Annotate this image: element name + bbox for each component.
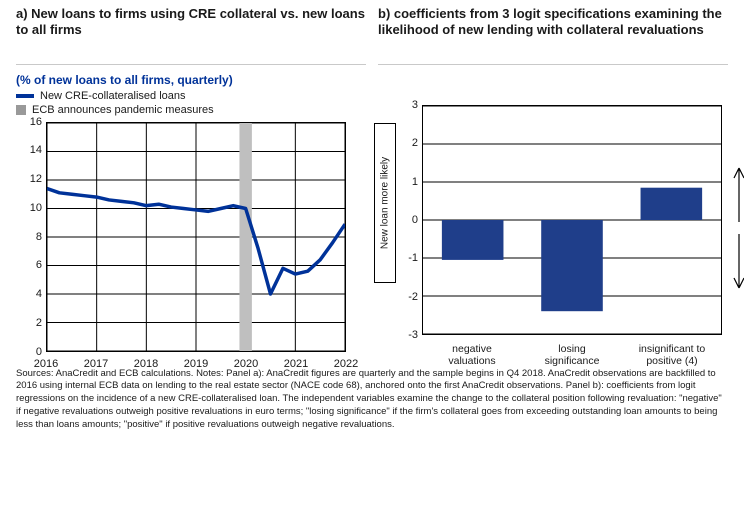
square-swatch-icon — [16, 105, 26, 115]
panels-row: a) New loans to firms using CRE collater… — [10, 6, 734, 362]
panel-a: a) New loans to firms using CRE collater… — [10, 6, 372, 362]
panel-b-chart: New loan more likely -3-2-10123negativev… — [422, 105, 722, 335]
spacer — [378, 73, 728, 89]
panel-b-chart-area: New loan more likely -3-2-10123negativev… — [378, 105, 728, 345]
panel-a-subtitle: (% of new loans to all firms, quarterly) — [16, 73, 366, 87]
panel-b-arrows — [730, 113, 744, 343]
arrow-icon — [730, 113, 744, 343]
panel-b-rotated-label: New loan more likely — [380, 157, 391, 249]
legend-item-line: New CRE-collateralised loans — [16, 89, 366, 103]
panel-a-plot — [46, 122, 346, 352]
sources-note: Sources: AnaCredit and ECB calculations.… — [10, 362, 734, 432]
legend-label-1: ECB announces pandemic measures — [32, 103, 214, 117]
legend-label-0: New CRE-collateralised loans — [40, 89, 186, 103]
figure-root: a) New loans to firms using CRE collater… — [0, 0, 744, 531]
panel-b: b) coefficients from 3 logit specificati… — [372, 6, 734, 362]
panel-a-title: a) New loans to firms using CRE collater… — [16, 6, 366, 65]
panel-b-title: b) coefficients from 3 logit specificati… — [378, 6, 728, 65]
legend-item-marker: ECB announces pandemic measures — [16, 103, 366, 117]
panel-a-legend: New CRE-collateralised loans ECB announc… — [16, 89, 366, 118]
panel-a-chart: 0246810121416201620172018201920202021202… — [46, 122, 346, 352]
line-swatch-icon — [16, 94, 34, 98]
panel-a-chart-area: 0246810121416201620172018201920202021202… — [16, 122, 366, 362]
panel-b-rotated-label-box: New loan more likely — [374, 123, 396, 283]
panel-b-plot — [422, 105, 722, 335]
panel-b-svg — [423, 106, 721, 334]
spacer — [378, 89, 728, 105]
panel-a-svg — [47, 123, 345, 351]
